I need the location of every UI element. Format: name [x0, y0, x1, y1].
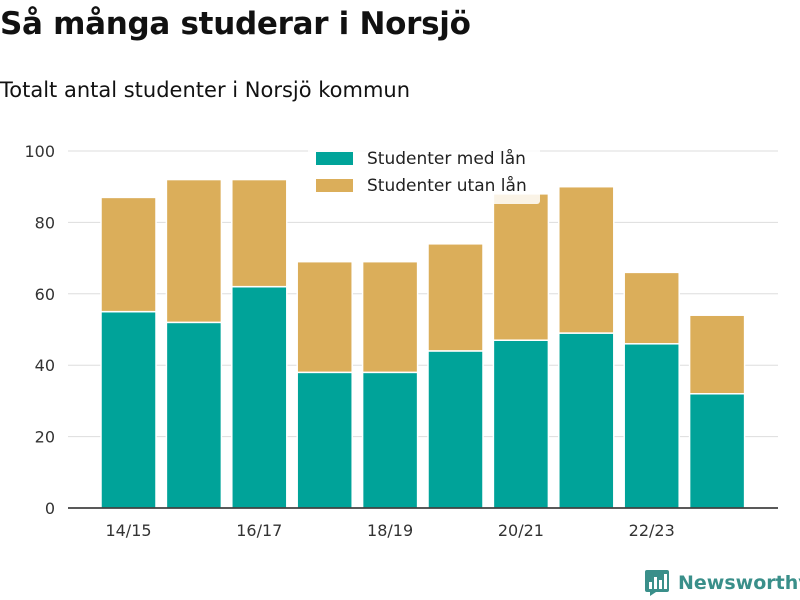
bar-segment [558, 332, 615, 509]
y-tick-label: 100 [24, 142, 55, 161]
brand-name: Newsworthy [678, 572, 800, 594]
y-axis-ticks: 0 20 40 60 80 100 [24, 142, 55, 518]
legend-swatch [316, 179, 353, 192]
bar-segment [558, 185, 615, 334]
legend-box [308, 140, 540, 204]
bar-segment [623, 343, 680, 509]
bar-segment [231, 178, 288, 288]
bar-segment [427, 350, 484, 509]
legend-swatch [316, 152, 353, 165]
bar-segment [231, 285, 288, 509]
newsworthy-brand: Newsworthy [644, 569, 800, 597]
bar-segment [165, 321, 223, 509]
bars [100, 178, 746, 509]
bar-segment [492, 339, 550, 509]
legend: Studenter med lån Studenter utan lån [308, 140, 540, 204]
bar-segment [623, 271, 680, 345]
bar-segment [427, 243, 484, 352]
bar-segment [361, 260, 419, 374]
chart-title: Så många studerar i Norsjö [0, 6, 471, 42]
bar-segment [100, 196, 157, 313]
x-tick-label: 16/17 [236, 521, 282, 540]
bar-segment [361, 371, 419, 509]
y-tick-label: 60 [35, 285, 55, 304]
bar-segment [296, 260, 353, 374]
y-tick-label: 20 [35, 428, 55, 447]
bar-segment [296, 371, 353, 509]
legend-label: Studenter med lån [367, 148, 526, 169]
bar-segment [165, 178, 223, 324]
legend-label: Studenter utan lån [367, 175, 527, 196]
x-tick-label: 18/19 [367, 521, 413, 540]
newsworthy-logo-icon [645, 570, 669, 596]
bar-segment [688, 393, 746, 509]
x-tick-label: 22/23 [629, 521, 675, 540]
x-tick-label: 14/15 [105, 521, 151, 540]
y-tick-label: 80 [35, 213, 55, 232]
x-axis-ticks: 14/15 16/17 18/19 20/21 22/23 [105, 521, 674, 540]
bar-segment [688, 314, 746, 395]
bar-segment [492, 193, 550, 341]
chart-subtitle: Totalt antal studenter i Norsjö kommun [0, 78, 411, 102]
bar-segment [100, 310, 157, 509]
y-tick-label: 0 [45, 499, 55, 518]
x-tick-label: 20/21 [498, 521, 544, 540]
y-tick-label: 40 [35, 356, 55, 375]
